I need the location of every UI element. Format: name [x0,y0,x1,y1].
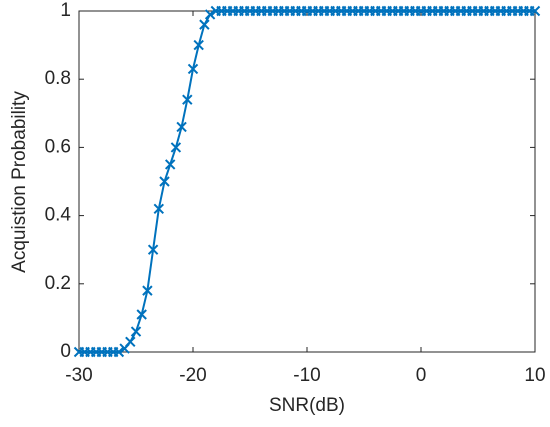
y-tick-label: 0.6 [45,136,71,157]
x-tick-label: -30 [65,365,92,386]
y-tick-label: 0.2 [45,273,71,294]
marker [182,94,193,105]
marker [136,309,147,320]
x-tick-label: -10 [293,365,320,386]
y-axis-label: Acquistion Probability [9,91,30,273]
marker [130,326,142,337]
plot-frame [78,10,536,353]
marker [164,159,176,170]
marker [529,5,541,17]
x-tick-label: 0 [416,365,427,386]
marker [193,39,204,51]
marker [153,203,165,214]
marker [142,285,153,296]
y-tick-label: 0 [60,341,71,362]
x-axis-label: SNR(dB) [269,395,345,416]
marker [199,19,210,30]
marker [113,346,125,358]
y-tick-label: 1 [60,0,71,21]
marker [187,63,199,75]
x-tick-label: -20 [179,365,206,386]
marker [125,336,136,347]
series-line [79,10,535,353]
marker [170,142,182,153]
marker [159,176,170,187]
marker [176,121,187,133]
x-tick-label: 10 [524,365,545,386]
marker [204,9,216,20]
y-tick-label: 0.4 [45,205,72,226]
y-tick-label: 0.8 [45,68,71,89]
marker [147,244,159,255]
